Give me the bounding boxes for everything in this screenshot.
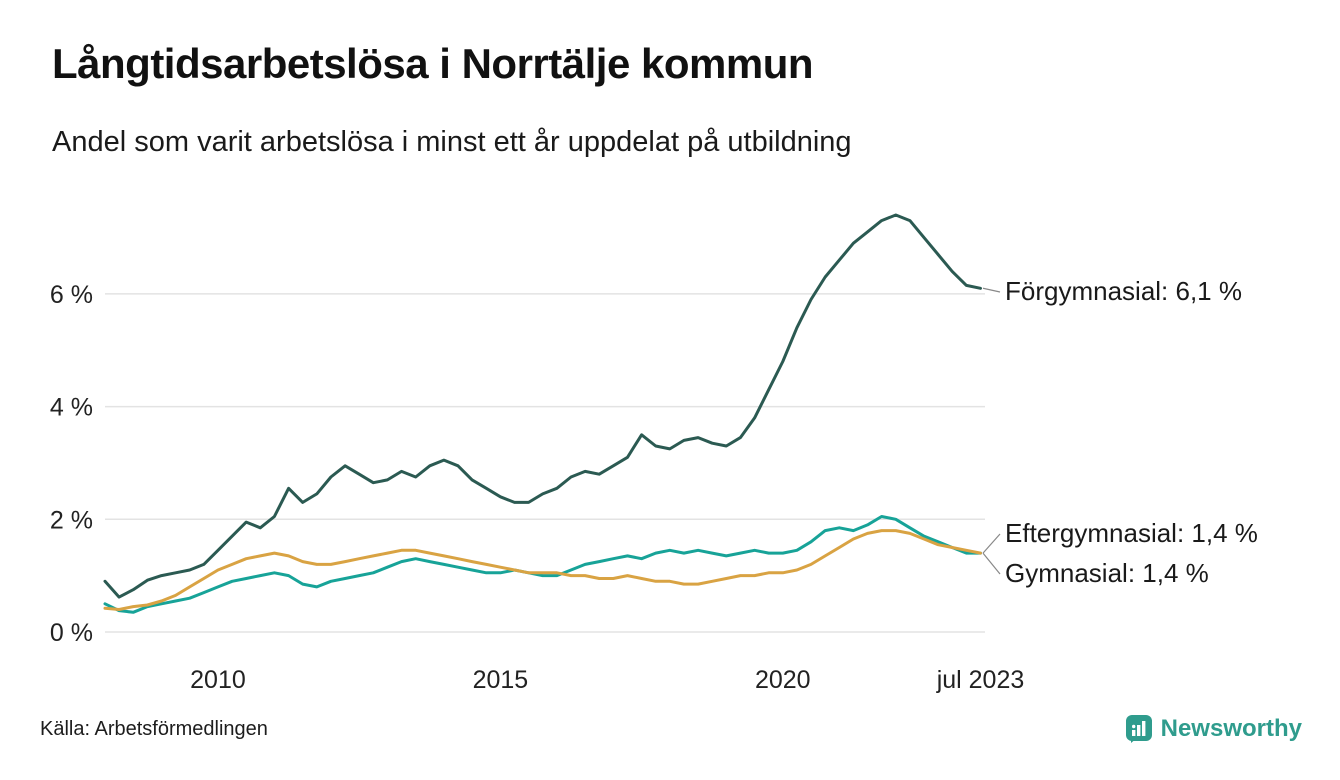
x-axis-tick-label: 2015: [473, 666, 529, 694]
series-line-förgymnasial: [103, 213, 982, 599]
series-line-eftergymnasial: [103, 515, 982, 614]
y-axis-tick-label: 4 %: [50, 394, 93, 422]
series-line-gymnasial: [103, 529, 982, 611]
annotation-connector: [982, 552, 1001, 575]
series-annotation-eftergymnasial: Eftergymnasial: 1,4 %: [1005, 518, 1258, 548]
y-axis-tick-label: 2 %: [50, 506, 93, 534]
y-axis-tick-label: 0 %: [50, 619, 93, 647]
newsworthy-logo-icon: [1125, 715, 1152, 743]
series-annotation-förgymnasial: Förgymnasial: 6,1 %: [1005, 276, 1242, 306]
x-axis-tick-label: jul 2023: [936, 666, 1025, 694]
brand-name: Newsworthy: [1160, 715, 1302, 742]
y-axis-tick-label: 6 %: [50, 281, 93, 309]
x-axis-tick-label: 2020: [755, 666, 811, 694]
annotation-connector: [982, 533, 1001, 554]
source-note: Källa: Arbetsförmedlingen: [40, 718, 268, 740]
page-subtitle: Andel som varit arbetslösa i minst ett å…: [52, 126, 852, 158]
brand-lockup: Newsworthy: [1125, 714, 1302, 744]
page-title: Långtidsarbetslösa i Norrtälje kommun: [52, 40, 814, 87]
x-axis-tick-label: 2010: [190, 666, 246, 694]
annotation-connector: [982, 287, 1001, 293]
logo-bubble-tail: [1130, 738, 1137, 743]
series-annotation-gymnasial: Gymnasial: 1,4 %: [1005, 558, 1209, 588]
